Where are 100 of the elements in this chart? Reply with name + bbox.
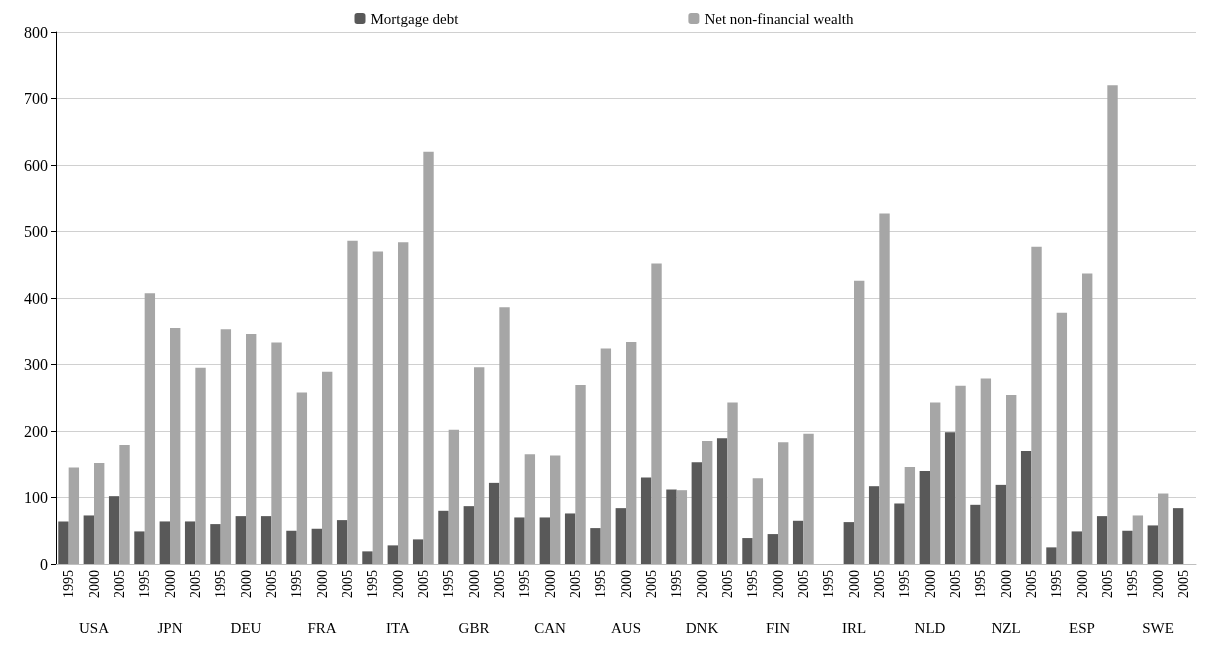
text: NZL: [991, 620, 1021, 636]
bar: [170, 327, 181, 564]
text: DNK: [685, 620, 719, 636]
text: GBR: [458, 620, 490, 636]
bar: [854, 280, 865, 564]
bar: [980, 378, 992, 564]
x-tick-label: 2005: [567, 570, 583, 598]
bar: [919, 470, 930, 564]
bar: [1122, 530, 1133, 564]
x-tick-label: 2005: [1175, 570, 1191, 598]
bar: [322, 371, 333, 564]
bar: [600, 348, 612, 564]
bar: [159, 521, 170, 564]
text: USA: [78, 620, 110, 636]
x-tick-label: 2000: [998, 570, 1014, 598]
bar: [336, 520, 348, 564]
bar: [488, 482, 500, 564]
x-tick-label: 2000: [922, 570, 938, 598]
x-tick-label: 2005: [1099, 570, 1115, 598]
bar: [387, 545, 398, 564]
x-tick-label: 2005: [263, 570, 279, 598]
bar: [1082, 273, 1093, 564]
bar: [195, 367, 206, 564]
bar: [1056, 312, 1068, 564]
bar: [666, 489, 677, 564]
x-tick-label: 2000: [846, 570, 862, 598]
bar: [843, 522, 854, 564]
bar: [640, 477, 652, 564]
bar: [296, 392, 308, 564]
x-tick-label: 2005: [1023, 570, 1039, 598]
bar: [423, 151, 434, 564]
y-tick-label: 200: [24, 422, 48, 440]
legend-label: Net non-financial wealth: [704, 10, 854, 27]
bar: [499, 307, 510, 564]
bar: [564, 513, 576, 564]
bar: [119, 444, 130, 564]
bar: [615, 508, 626, 564]
text: IRL: [841, 620, 867, 636]
bar: [803, 433, 814, 564]
x-tick-label: 2005: [339, 570, 355, 598]
x-tick-label: 2000: [770, 570, 786, 598]
bar: [1096, 516, 1108, 564]
bar: [539, 517, 550, 564]
bar: [235, 516, 246, 564]
bar: [271, 342, 282, 564]
x-tick-label: 2000: [694, 570, 710, 598]
bar: [767, 534, 778, 564]
bar: [1132, 515, 1144, 564]
bar: [1020, 450, 1032, 564]
bar: [83, 515, 94, 564]
y-tick-label: 600: [24, 156, 48, 174]
x-tick-label: 2005: [643, 570, 659, 598]
y-tick-label: 100: [24, 489, 48, 506]
bar: [792, 520, 804, 564]
x-tick-label: 1995: [745, 570, 761, 598]
legend-label: Mortgage debt: [370, 10, 460, 27]
text: DEU: [230, 620, 262, 636]
x-tick-label: 2000: [162, 570, 178, 598]
bar: [1172, 508, 1184, 564]
x-tick-label: 1995: [821, 570, 837, 598]
x-tick-label: 1995: [1125, 570, 1141, 598]
text: FIN: [765, 620, 791, 636]
text: CAN: [534, 620, 566, 636]
bar: [347, 240, 358, 564]
x-tick-label: 1995: [1049, 570, 1065, 598]
y-tick-label: 400: [24, 289, 48, 307]
text: AUS: [610, 620, 642, 636]
bar: [727, 402, 738, 564]
x-tick-label: 2000: [1074, 570, 1090, 598]
bar: [144, 293, 156, 564]
bar: [448, 429, 460, 564]
bar: [626, 341, 637, 564]
bar: [944, 432, 956, 564]
text: ITA: [386, 620, 411, 636]
x-tick-label: 2000: [466, 570, 482, 598]
bar: [108, 496, 120, 564]
bar: [702, 440, 713, 564]
bar: [1046, 547, 1057, 564]
bar: [463, 506, 474, 564]
bar: [524, 454, 536, 564]
x-tick-label: 1995: [137, 570, 153, 598]
bar: [879, 213, 890, 564]
x-tick-label: 2000: [86, 570, 102, 598]
x-tick-label: 2000: [1150, 570, 1166, 598]
bar: [1071, 531, 1082, 564]
bar: [691, 462, 702, 564]
x-tick-label: 2005: [719, 570, 735, 598]
bar: [1147, 525, 1158, 564]
bar: [210, 524, 221, 564]
bar: [995, 484, 1006, 564]
text: JPN: [157, 620, 183, 636]
x-tick-label: 2000: [618, 570, 634, 598]
y-tick-label: 300: [24, 356, 48, 373]
bar: [184, 521, 196, 564]
bar: [930, 402, 941, 564]
x-tick-label: 1995: [441, 570, 457, 598]
bar: [1158, 493, 1169, 564]
x-tick-label: 2005: [111, 570, 127, 598]
bar: [94, 462, 105, 564]
text: SWE: [1142, 620, 1174, 636]
